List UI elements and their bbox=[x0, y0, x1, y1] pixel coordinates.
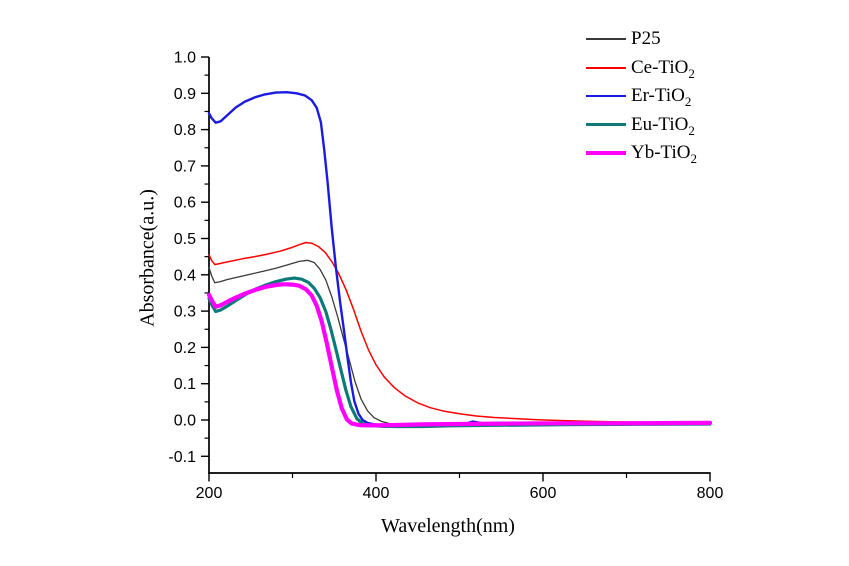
legend: P25 Ce-TiO2 Er-TiO2 Eu-TiO2 Yb-TiO2 bbox=[586, 25, 697, 168]
series-line-yb-tio2 bbox=[206, 282, 713, 428]
x-tick-label: 400 bbox=[363, 485, 390, 502]
y-tick-label: 0.4 bbox=[174, 267, 196, 284]
y-tick-label: 0.0 bbox=[174, 413, 196, 430]
y-tick-label: 1.0 bbox=[174, 50, 196, 67]
legend-item-yb-tio2: Yb-TiO2 bbox=[586, 139, 697, 168]
y-axis-title: Absorbance(a.u.) bbox=[136, 189, 159, 327]
legend-line-p25 bbox=[586, 38, 626, 41]
y-tick-label: 0.2 bbox=[174, 340, 196, 357]
legend-item-ce-tio2: Ce-TiO2 bbox=[586, 54, 697, 83]
x-tick-label: 200 bbox=[196, 485, 223, 502]
legend-line-ce-tio2 bbox=[586, 66, 626, 69]
legend-label-yb-tio2: Yb-TiO2 bbox=[631, 142, 697, 167]
legend-item-p25: P25 bbox=[586, 25, 697, 54]
legend-line-eu-tio2 bbox=[586, 123, 626, 127]
legend-item-eu-tio2: Eu-TiO2 bbox=[586, 111, 697, 140]
series-line-eu-tio2 bbox=[207, 276, 712, 429]
y-tick-label: 0.6 bbox=[174, 195, 196, 212]
y-tick-label: 0.9 bbox=[174, 86, 196, 103]
series-line-ce-tio2 bbox=[208, 241, 711, 424]
y-tick-label: 0.1 bbox=[174, 376, 196, 393]
legend-line-yb-tio2 bbox=[586, 151, 626, 156]
y-tick-label: 0.7 bbox=[174, 158, 196, 175]
x-axis-title: Wavelength(nm) bbox=[381, 515, 515, 537]
y-tick-label: 0.8 bbox=[174, 122, 196, 139]
legend-label-eu-tio2: Eu-TiO2 bbox=[631, 113, 695, 138]
x-tick-label: 800 bbox=[697, 485, 724, 502]
y-tick-label: 0.3 bbox=[174, 304, 196, 321]
legend-label-er-tio2: Er-TiO2 bbox=[631, 85, 692, 110]
legend-label-p25: P25 bbox=[631, 28, 661, 50]
y-tick-label: 0.5 bbox=[174, 231, 196, 248]
legend-label-ce-tio2: Ce-TiO2 bbox=[631, 56, 695, 81]
legend-line-er-tio2 bbox=[586, 95, 626, 98]
y-tick-label: -0.1 bbox=[168, 449, 196, 466]
legend-item-er-tio2: Er-TiO2 bbox=[586, 82, 697, 111]
x-tick-label: 600 bbox=[530, 485, 557, 502]
